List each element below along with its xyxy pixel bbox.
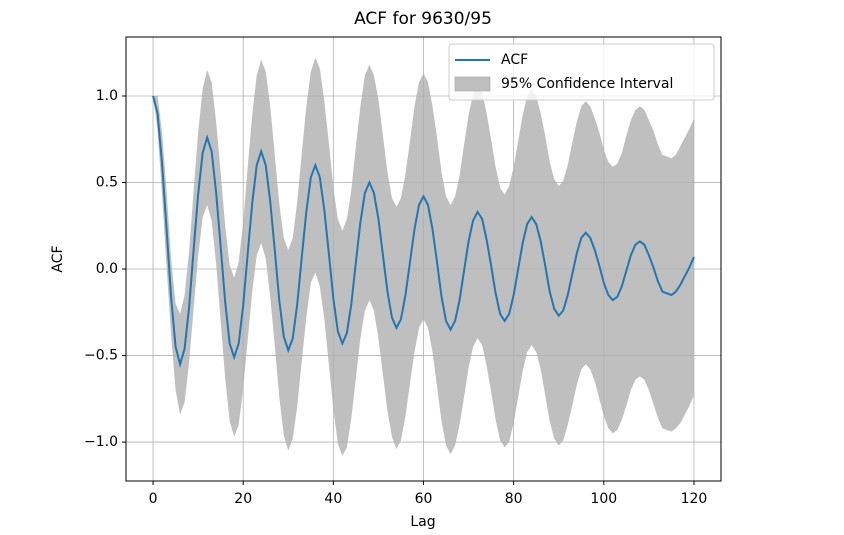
x-tick-label: 20 <box>234 491 252 507</box>
x-tick-label: 100 <box>590 491 617 507</box>
y-tick-label: 1.0 <box>96 88 118 104</box>
y-tick-label: 0.5 <box>96 175 118 191</box>
y-tick-label: −1.0 <box>84 434 118 450</box>
legend-swatch <box>454 76 491 92</box>
acf-line <box>152 95 695 368</box>
legend-box <box>448 43 715 101</box>
x-tick-label: 80 <box>505 491 523 507</box>
legend-label: 95% Confidence Interval <box>501 76 673 92</box>
y-tick-label: −0.5 <box>84 348 118 364</box>
legend-label: ACF <box>501 52 528 68</box>
chart-title: ACF for 9630/95 <box>354 9 492 29</box>
x-tick-label: 40 <box>324 491 342 507</box>
legend: ACF 95% Confidence Interval <box>448 43 715 101</box>
x-tick-label: 120 <box>681 491 708 507</box>
y-tick-label: 0.0 <box>96 261 118 277</box>
x-tick-label: 60 <box>415 491 433 507</box>
x-tick-label: 0 <box>149 491 158 507</box>
plot-frame <box>125 36 722 482</box>
y-axis-label: ACF <box>50 245 66 272</box>
x-axis-label: Lag <box>410 514 435 530</box>
